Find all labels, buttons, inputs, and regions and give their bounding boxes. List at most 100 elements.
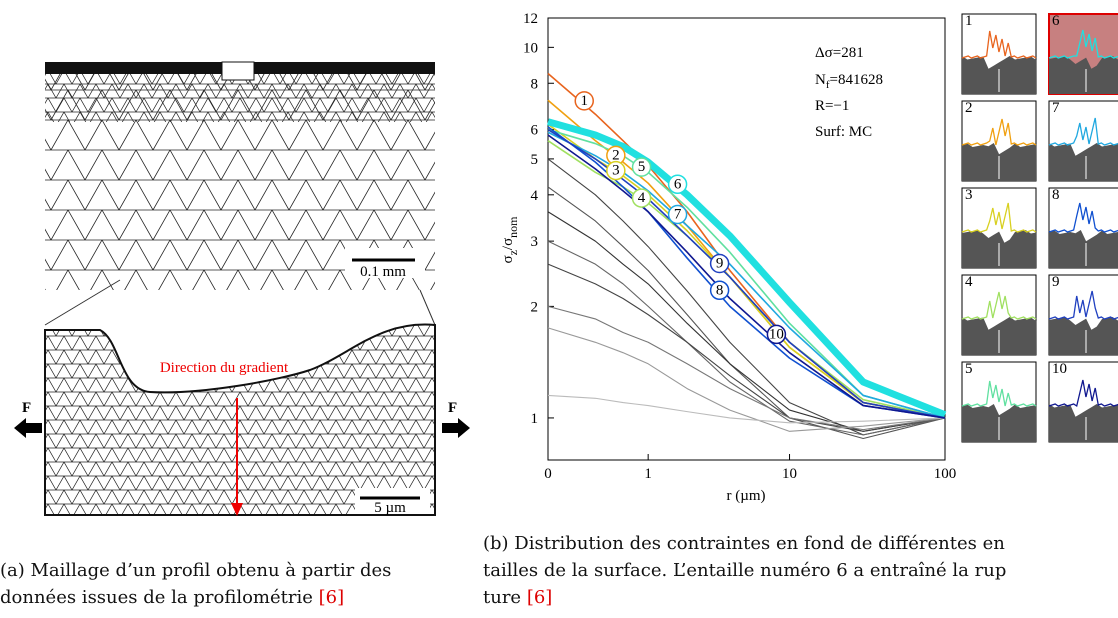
curve xyxy=(547,128,946,419)
y-tick-label: 6 xyxy=(531,123,539,139)
citation: [6] xyxy=(526,587,553,608)
curve-label: 1 xyxy=(580,93,588,109)
scale-label: 0.1 mm xyxy=(360,264,406,280)
scale-label: 5 µm xyxy=(374,500,406,516)
x-tick-label: 0 xyxy=(544,466,552,482)
curve-label: 6 xyxy=(674,176,682,192)
thumb-label: 8 xyxy=(1052,187,1060,203)
y-tick-label: 1 xyxy=(531,411,539,427)
curve xyxy=(547,211,946,432)
curve-label: 4 xyxy=(638,190,646,206)
thumb-label: 5 xyxy=(965,361,973,377)
thumb-curve xyxy=(1048,29,1118,59)
gradient-label: Direction du gradient xyxy=(160,360,289,376)
curve-marker xyxy=(766,324,787,345)
curve-marker xyxy=(667,204,688,225)
thumbnail: 6 xyxy=(1048,13,1118,95)
thumb-curve xyxy=(1048,202,1118,233)
caption-line: ture [6] xyxy=(483,584,1006,611)
y-label-part: z xyxy=(506,250,520,255)
annotation: R=−1 xyxy=(815,98,849,114)
curve-label: 5 xyxy=(638,159,646,175)
thumb-label: 4 xyxy=(965,274,973,290)
annotation: Nf=841628 xyxy=(815,72,883,91)
thumbnail: 9 xyxy=(1048,274,1118,356)
thumb-label: 9 xyxy=(1052,274,1060,290)
curve-marker xyxy=(709,253,730,274)
forces: F F xyxy=(14,400,470,438)
thumb-surface xyxy=(1049,143,1118,181)
caption-text: ture xyxy=(483,587,527,608)
thumb-curve xyxy=(961,30,1037,59)
thumbnail: 10 xyxy=(1048,361,1118,443)
curve-marker xyxy=(574,91,594,111)
caption-line: (b) Distribution des contraintes en fond… xyxy=(483,533,1005,554)
curve xyxy=(547,134,946,419)
thumbnail: 2 xyxy=(961,100,1037,182)
curve-label: 9 xyxy=(716,256,724,272)
annotation-part: =841628 xyxy=(830,72,883,88)
thumbnail: 1 xyxy=(961,13,1037,95)
thumb-label: 1 xyxy=(965,13,973,29)
figure: 0.1 mm 5 µm Direction du gradient F F r … xyxy=(14,11,1118,516)
curve xyxy=(547,327,946,432)
curve-label: 7 xyxy=(674,206,682,222)
y-tick-label: 5 xyxy=(531,152,539,168)
thumbnail: 7 xyxy=(1048,100,1118,182)
thumb-curve xyxy=(961,202,1037,233)
thumb-label: 6 xyxy=(1052,13,1060,29)
thumb-label: 10 xyxy=(1052,361,1067,377)
curve-marker xyxy=(709,280,730,301)
thumb-curve xyxy=(961,380,1037,407)
y-tick-label: 4 xyxy=(531,188,539,204)
caption-b: (b) Distribution des contraintes en fond… xyxy=(483,530,1006,611)
y-label-part: /σ xyxy=(500,238,516,250)
y-tick-label: 12 xyxy=(523,11,538,27)
curve xyxy=(547,118,947,418)
force-label: F xyxy=(448,400,457,416)
thumb-surface xyxy=(1049,317,1118,355)
citation: [6] xyxy=(318,587,345,608)
annotations: Δσ=281 Nf=841628 R=−1 Surf: MC xyxy=(815,45,883,140)
annotation-part: f xyxy=(826,79,830,91)
thumb-label: 7 xyxy=(1052,100,1060,116)
thumb-curve xyxy=(1048,379,1118,408)
annotation-part: N xyxy=(815,72,826,88)
caption-line: (a) Maillage d’un profil obtenu à partir… xyxy=(0,560,392,581)
x-tick-label: 100 xyxy=(934,466,957,482)
y-label-part: nom xyxy=(506,216,520,238)
caption-text: données issues de la profilométrie xyxy=(0,587,319,608)
y-tick-label: 3 xyxy=(531,234,539,250)
curve xyxy=(547,131,946,419)
caption-line: tailles de la surface. L’entaille numéro… xyxy=(483,560,1007,581)
caption-a: (a) Maillage d’un profil obtenu à partir… xyxy=(0,557,391,611)
thumb-curve xyxy=(1048,290,1118,320)
curve-label: 3 xyxy=(612,163,620,179)
thumbnail: 3 xyxy=(961,187,1037,269)
curve xyxy=(547,186,946,440)
curve xyxy=(547,72,946,419)
thumb-surface xyxy=(1049,404,1118,442)
thumb-curve xyxy=(961,118,1037,146)
curve-label: 8 xyxy=(716,282,724,298)
thumbnail: 8 xyxy=(1048,187,1118,269)
thumb-surface xyxy=(1049,56,1118,94)
thumb-surface xyxy=(1049,230,1118,268)
y-label-part: σ xyxy=(500,255,516,263)
curve-marker xyxy=(631,188,652,208)
y-tick-label: 2 xyxy=(531,299,539,315)
curve xyxy=(547,394,946,424)
plot-frame xyxy=(547,17,946,461)
annotation: Δσ=281 xyxy=(815,45,864,61)
curve xyxy=(547,128,946,419)
mesh-bottom: 5 µm Direction du gradient xyxy=(44,323,436,516)
thumb-curve xyxy=(1048,117,1118,146)
curve xyxy=(547,240,946,436)
y-axis-label: σz/σnom xyxy=(500,216,520,264)
force-label: F xyxy=(22,400,31,416)
thumb-curve xyxy=(961,291,1037,320)
y-tick-label: 10 xyxy=(523,40,538,56)
thumbnail: 4 xyxy=(961,274,1037,356)
x-tick-label: 10 xyxy=(782,466,797,482)
